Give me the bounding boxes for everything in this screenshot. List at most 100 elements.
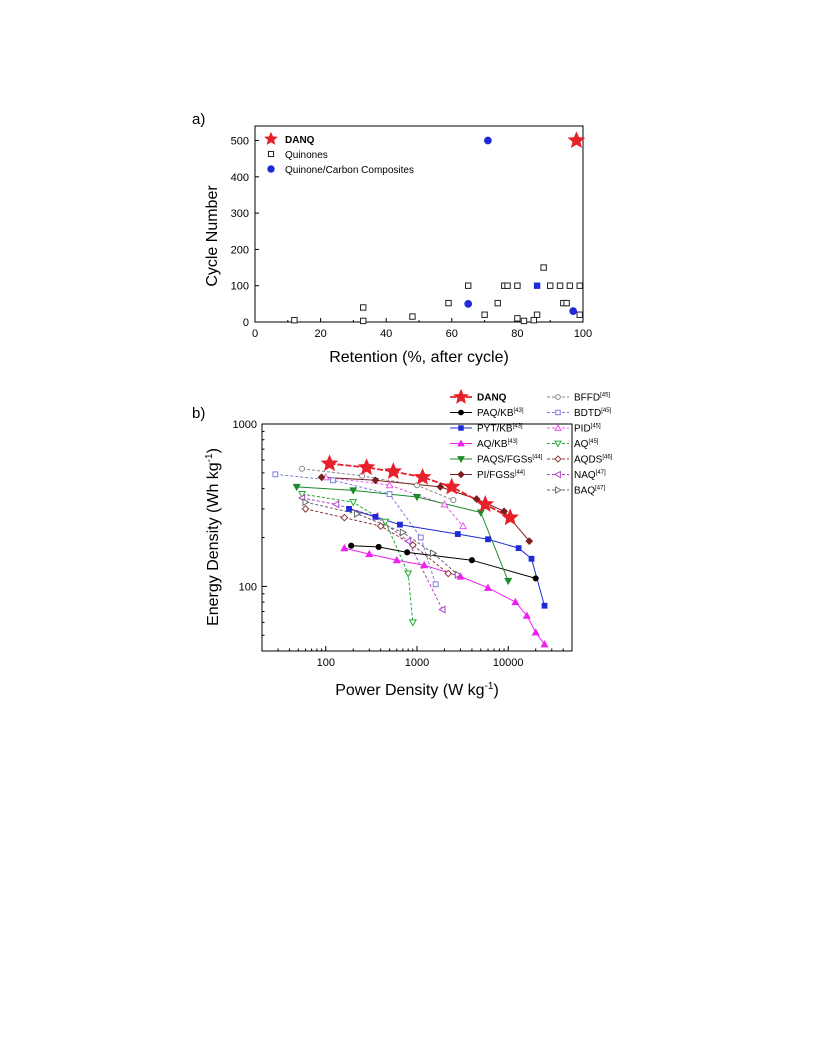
- chart-b-point-paq-kb: [375, 543, 382, 550]
- chart-a-legend-marker-circle: [267, 165, 275, 173]
- chart-b-point-aq: [349, 499, 358, 507]
- chart-a-point-quinone-carbon-composites: [464, 299, 473, 308]
- chart-b-legend-marker-bffd: [555, 394, 561, 400]
- chart-b-legend-ref: [44]: [515, 470, 525, 476]
- chart-a-point-quinones: [504, 282, 511, 289]
- chart-b-point-paqs-fgss: [292, 483, 301, 492]
- chart-b-point-bdtd: [386, 491, 393, 498]
- chart-a-point-quinones: [547, 282, 554, 289]
- chart-a-point-quinones: [540, 264, 547, 271]
- chart-b-point-danq: [501, 508, 520, 526]
- chart-a-marks: [291, 131, 586, 325]
- chart-b-legend-label-aqds: AQDS[46]: [574, 455, 613, 466]
- chart-b-point-danq: [442, 477, 461, 495]
- chart-b-legend-marker-naq: [553, 470, 561, 479]
- chart-a-x-tick-label: 0: [252, 328, 258, 340]
- chart-b-point-paqs-fgss: [504, 577, 513, 586]
- chart-b-point-naq: [331, 500, 340, 509]
- chart-b-y-axis-title-end: ): [205, 448, 222, 453]
- panel-b-label: b): [192, 405, 205, 422]
- chart-a-point-quinones: [576, 311, 583, 318]
- chart-b-legend-name: NAQ: [574, 470, 596, 481]
- chart-a-retention-vs-cycles: 0 20 40 60 80 100 0 100 200 300 400 500 DANQ Quinone…: [204, 125, 593, 366]
- chart-b-point-pi-fgss: [436, 482, 445, 491]
- chart-b-line-baq: [305, 501, 459, 576]
- chart-b-point-paqs-fgss: [349, 487, 358, 495]
- chart-b-legend-ref: [45]: [591, 424, 601, 430]
- chart-b-point-bdtd: [432, 581, 439, 588]
- chart-b-point-pi-fgss: [525, 537, 534, 546]
- chart-b-legend-label-bffd: BFFD[45]: [574, 393, 610, 404]
- chart-a-point-quinones: [514, 315, 521, 322]
- chart-b-point-aqds: [444, 569, 453, 578]
- chart-a-ticks: 0 20 40 60 80 100 0 100 200 300 400 500: [231, 136, 593, 340]
- chart-b-legend-ref: [45]: [588, 439, 598, 445]
- chart-b-point-aq-kb: [531, 628, 540, 636]
- chart-b-legend: DANQPAQ/KB[43]PYT/KB[43]AQ/KB[43]PAQS/FG…: [450, 388, 613, 497]
- chart-b-legend-marker-paq-kb: [458, 409, 464, 416]
- chart-b-point-aq: [298, 491, 307, 499]
- chart-a-point-quinones: [494, 299, 501, 307]
- chart-b-legend-ref: [45]: [600, 393, 610, 399]
- chart-b-legend-label-bdtd: BDTD[45]: [574, 408, 612, 419]
- chart-b-point-aq-kb: [456, 572, 465, 580]
- chart-b-legend-name: PYT/KB: [477, 424, 513, 435]
- chart-b-point-aq-kb: [483, 583, 493, 591]
- chart-b-point-aq-kb: [511, 597, 520, 606]
- chart-b-point-aqds: [376, 522, 385, 531]
- chart-b-series-lines: [275, 462, 545, 645]
- chart-a-point-quinones: [360, 304, 367, 311]
- chart-b-legend-label-paq-kb: PAQ/KB[43]: [477, 408, 524, 419]
- chart-b-point-bdtd: [417, 534, 424, 541]
- chart-a-point-quinones: [533, 311, 541, 318]
- chart-b-point-pyt-kb: [346, 506, 352, 512]
- chart-b-legend-name: AQ/KB: [477, 439, 508, 450]
- chart-b-point-aq: [408, 619, 417, 627]
- chart-a-point-quinone-carbon-composites: [484, 136, 492, 145]
- chart-a-x-tick-label: 40: [380, 328, 392, 340]
- chart-b-point-bffd: [450, 497, 457, 504]
- chart-b-point-baq: [454, 570, 463, 579]
- chart-a-point-composite-square: [533, 282, 541, 289]
- chart-b-x-tick-label: 10000: [493, 657, 524, 669]
- chart-b-marks: [272, 454, 549, 648]
- chart-b-point-pi-fgss: [317, 473, 326, 482]
- chart-b-point-aqds: [301, 504, 310, 513]
- chart-b-x-tick-label: 1000: [405, 657, 429, 669]
- chart-b-point-pyt-kb: [485, 536, 491, 543]
- chart-a-point-quinones: [530, 316, 537, 324]
- chart-b-legend-marker-paqs-fgss: [457, 456, 465, 464]
- chart-b-point-aq: [381, 518, 390, 526]
- chart-a-point-quinones: [563, 299, 570, 307]
- chart-b-legend-label-danq: DANQ: [477, 393, 507, 404]
- chart-b-y-axis-title-main: Energy Density (Wh kg: [205, 462, 222, 626]
- chart-b-point-aq: [404, 570, 413, 578]
- chart-b-line-aq-kb: [344, 547, 545, 645]
- chart-b-ticks: 100 1000 10000 100 1000: [233, 419, 573, 669]
- chart-b-legend-name: BDTD: [574, 408, 601, 419]
- chart-a-point-quinones: [514, 282, 521, 289]
- chart-b-point-danq: [476, 495, 495, 512]
- chart-b-point-baq: [353, 509, 362, 518]
- chart-a-point-quinones: [481, 311, 488, 318]
- chart-b-point-danq: [357, 458, 376, 475]
- chart-b-line-aq: [302, 493, 414, 623]
- chart-b-point-baq: [399, 528, 408, 537]
- chart-b-line-bffd: [302, 468, 454, 501]
- chart-b-legend-marker-bdtd: [555, 409, 561, 416]
- chart-b-point-naq: [438, 605, 446, 614]
- chart-b-point-pid: [385, 480, 394, 489]
- chart-b-point-pyt-kb: [397, 521, 403, 528]
- chart-a-point-quinones: [520, 317, 528, 325]
- chart-b-point-paq-kb: [532, 575, 539, 582]
- chart-a-legend-label: Quinones: [285, 150, 328, 161]
- chart-b-point-pyt-kb: [528, 555, 535, 562]
- chart-b-point-pyt-kb: [372, 513, 379, 520]
- chart-b-legend-ref: [47]: [596, 470, 606, 476]
- chart-b-point-baq: [302, 498, 310, 507]
- chart-b-point-pid: [440, 500, 449, 508]
- chart-a-point-quinones: [360, 317, 367, 325]
- chart-b-legend-marker-pi-fgss: [457, 470, 465, 479]
